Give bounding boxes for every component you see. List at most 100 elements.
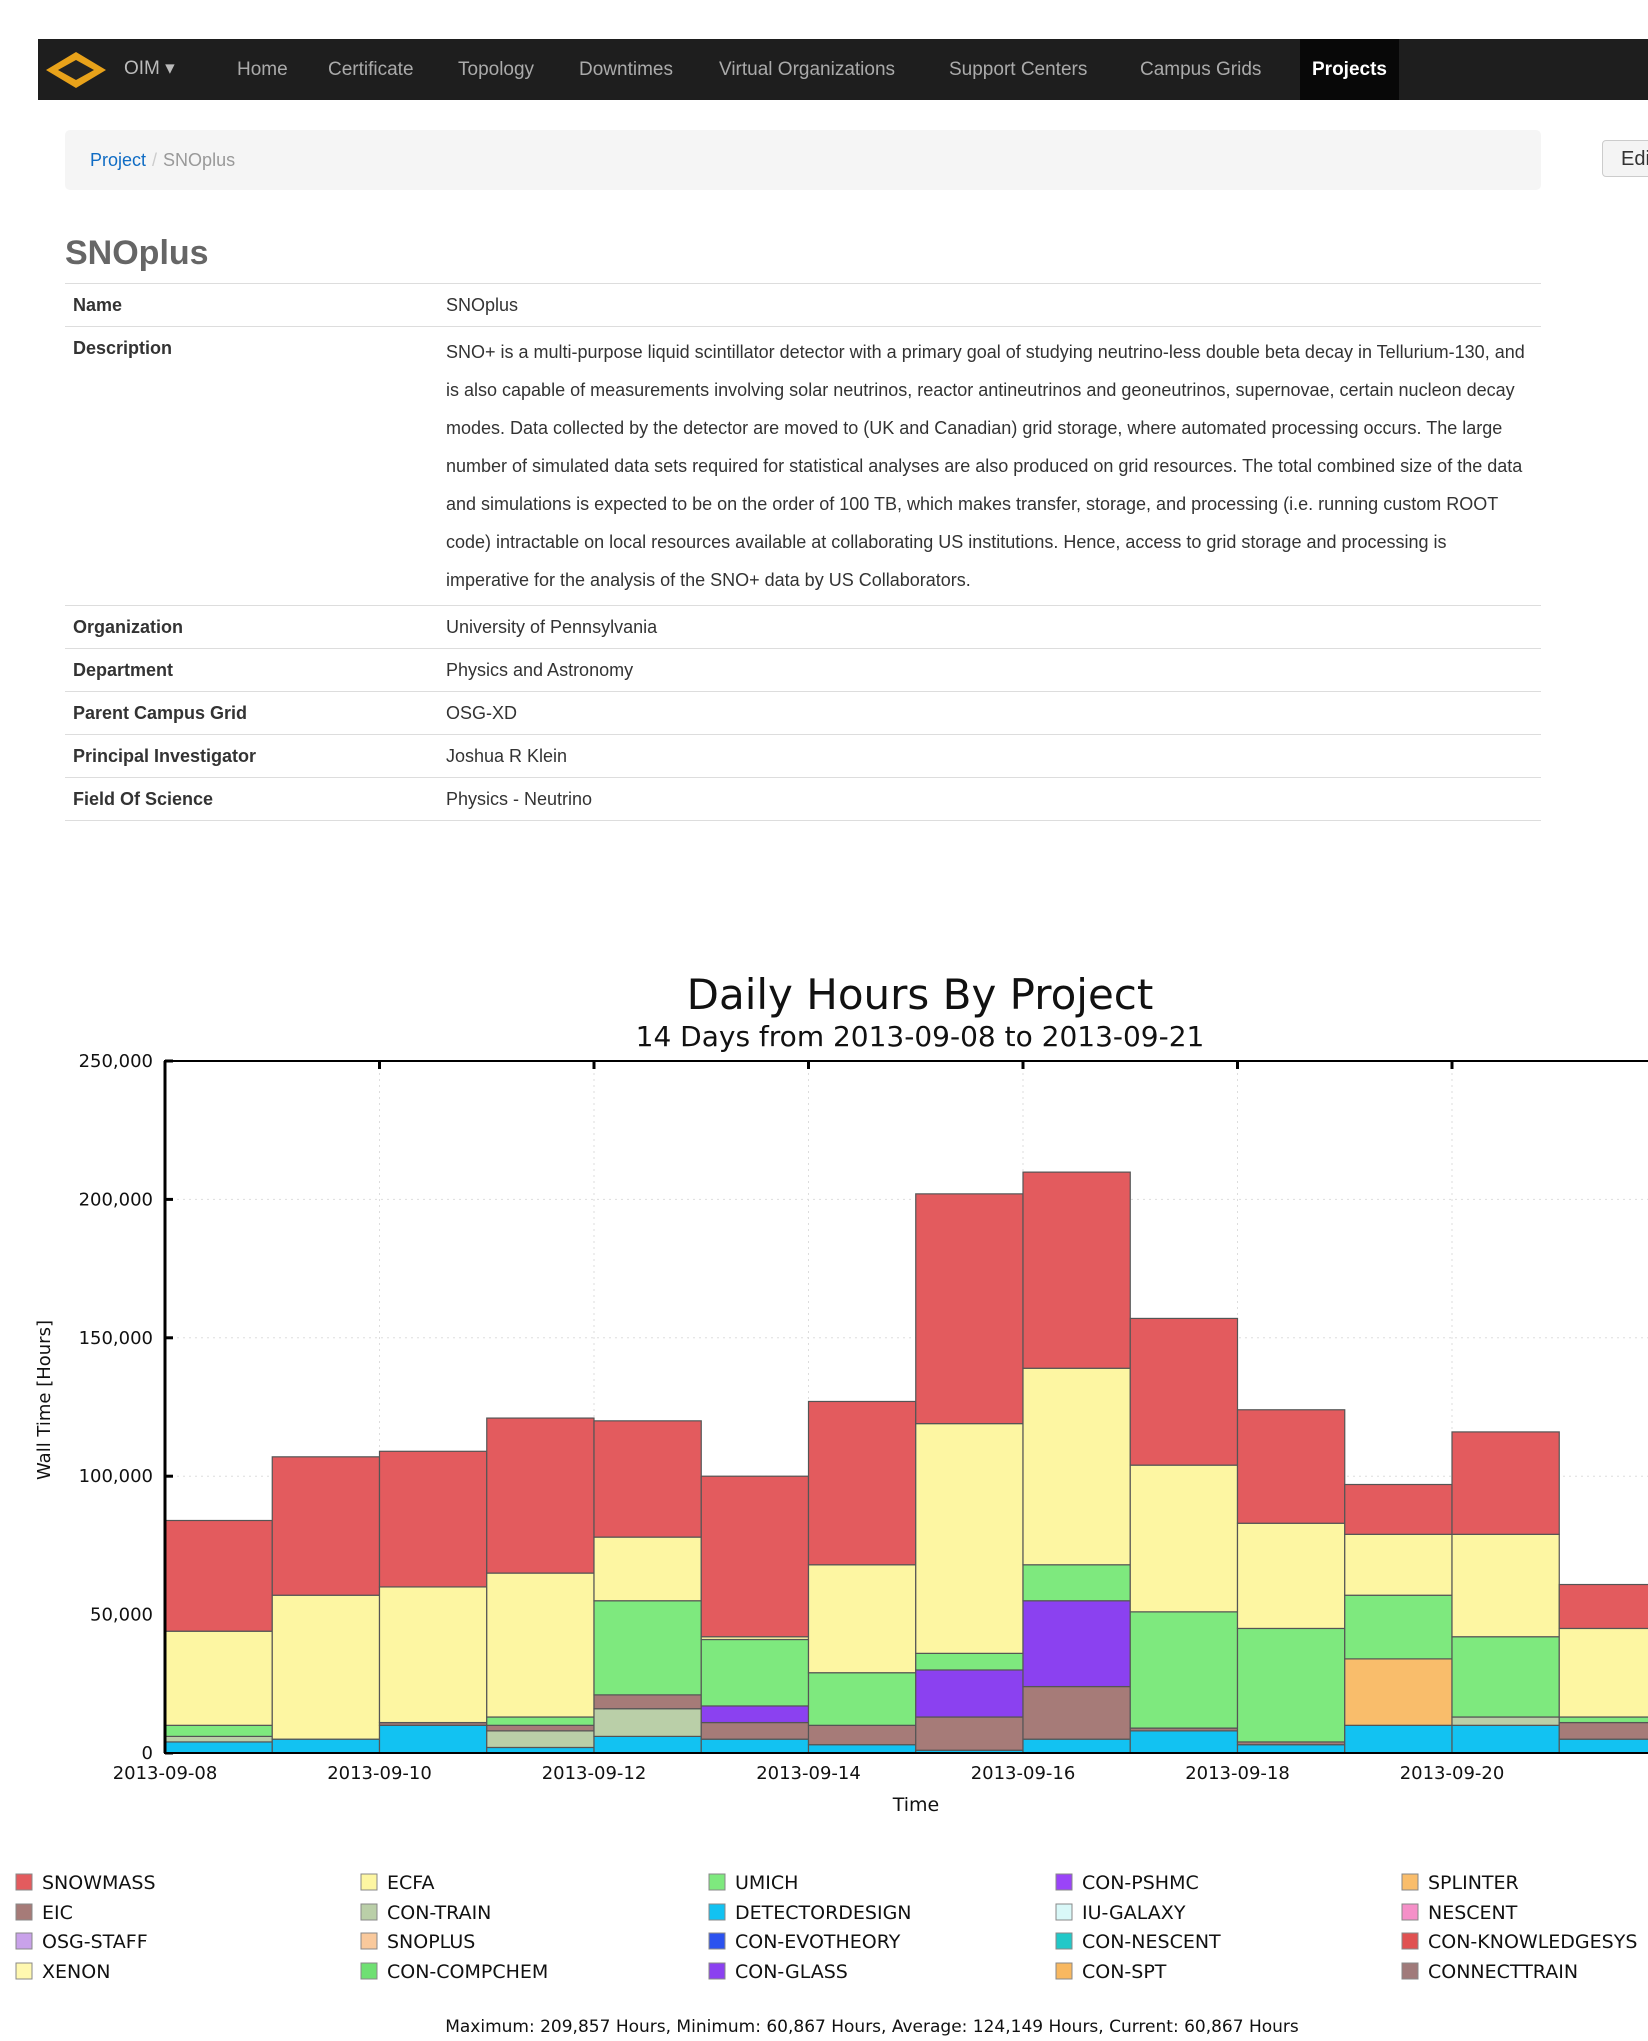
bar-segment bbox=[807, 1744, 917, 1754]
legend-swatch bbox=[360, 1932, 378, 1950]
nav-item[interactable]: Campus Grids bbox=[1140, 59, 1262, 80]
bar-segment bbox=[271, 1738, 381, 1754]
y-tick-label: 50,000 bbox=[90, 1605, 153, 1626]
nav-item[interactable]: Topology bbox=[458, 59, 535, 80]
legend-label: CON-KNOWLEDGESYS bbox=[1428, 1931, 1637, 1953]
legend-label: DETECTORDESIGN bbox=[735, 1902, 912, 1924]
bar-segment bbox=[1558, 1716, 1648, 1724]
legend-swatch bbox=[708, 1932, 726, 1950]
legend-label: ECFA bbox=[387, 1872, 434, 1894]
x-tick-label: 2013-09-14 bbox=[756, 1763, 861, 1784]
x-axis-label: Time bbox=[892, 1794, 940, 1816]
x-tick-label: 2013-09-16 bbox=[971, 1763, 1076, 1784]
bar-segment bbox=[700, 1638, 810, 1707]
field-label: Parent Campus Grid bbox=[65, 691, 438, 735]
legend-swatch bbox=[708, 1962, 726, 1980]
bar-segment bbox=[1451, 1431, 1560, 1535]
legend-label: IU-GALAXY bbox=[1082, 1902, 1186, 1924]
bar-segment bbox=[1558, 1738, 1648, 1754]
bar-segment bbox=[1236, 1522, 1346, 1630]
table-row: Parent Campus Grid OSG-XD bbox=[65, 691, 1541, 735]
bar-segment bbox=[700, 1705, 810, 1724]
bar-segment bbox=[915, 1193, 1024, 1425]
bar-segment bbox=[1129, 1464, 1239, 1613]
legend-label: CON-EVOTHEORY bbox=[735, 1931, 901, 1953]
bar-segment bbox=[378, 1586, 488, 1724]
bar-segment bbox=[915, 1423, 1024, 1654]
field-value: Physics - Neutrino bbox=[438, 777, 1541, 821]
bar-segment bbox=[700, 1738, 810, 1754]
field-label: Description bbox=[65, 326, 438, 606]
navbar: OIM ▾ Home Certificate Topology Downtimes Vi… bbox=[38, 39, 1648, 100]
bar-segment bbox=[486, 1730, 595, 1749]
bar-segment bbox=[1344, 1594, 1453, 1660]
bar-segment bbox=[164, 1724, 273, 1737]
legend-swatch bbox=[1401, 1962, 1419, 1980]
brand-menu[interactable]: OIM ▾ bbox=[124, 58, 175, 79]
field-value: SNO+ is a multi-purpose liquid scintilla… bbox=[438, 326, 1541, 606]
chart-title: Daily Hours By Project bbox=[687, 970, 1154, 1019]
nav-item[interactable]: Certificate bbox=[328, 59, 414, 80]
legend-swatch bbox=[1401, 1903, 1419, 1921]
table-row: Name SNOplus bbox=[65, 283, 1541, 327]
bar-segment bbox=[915, 1716, 1024, 1751]
x-tick-label: 2013-09-08 bbox=[113, 1763, 218, 1784]
field-value: OSG-XD bbox=[438, 691, 1541, 735]
legend-label: OSG-STAFF bbox=[42, 1931, 148, 1953]
bar-segment bbox=[164, 1741, 273, 1754]
brand: OIM bbox=[124, 58, 160, 79]
breadcrumb-link[interactable]: Project bbox=[90, 150, 147, 170]
x-tick-label: 2013-09-20 bbox=[1400, 1763, 1505, 1784]
y-tick-label: 150,000 bbox=[79, 1328, 153, 1349]
legend-label: CON-PSHMC bbox=[1082, 1872, 1199, 1894]
bar-segment bbox=[1129, 1611, 1239, 1729]
bar-segment bbox=[1022, 1367, 1131, 1566]
bar-segment bbox=[593, 1600, 702, 1696]
bar-segment bbox=[164, 1630, 273, 1726]
legend-label: SNOWMASS bbox=[42, 1872, 156, 1894]
field-value: SNOplus bbox=[438, 283, 1541, 327]
bar-segment bbox=[1236, 1409, 1346, 1524]
legend-swatch bbox=[15, 1873, 33, 1891]
legend-label: CON-TRAIN bbox=[387, 1902, 491, 1924]
x-tick-label: 2013-09-12 bbox=[542, 1763, 647, 1784]
bar-segment bbox=[915, 1652, 1024, 1671]
legend-label: CON-NESCENT bbox=[1082, 1931, 1221, 1953]
legend-label: SPLINTER bbox=[1428, 1872, 1519, 1894]
table-row: Field Of Science Physics - Neutrino bbox=[65, 777, 1541, 821]
bar-segment bbox=[593, 1694, 702, 1710]
nav-item[interactable]: Projects bbox=[1300, 39, 1399, 100]
chart-subtitle: 14 Days from 2013-09-08 to 2013-09-21 bbox=[636, 1020, 1205, 1053]
bar-segment bbox=[486, 1724, 595, 1732]
bar-segment bbox=[1022, 1600, 1131, 1688]
nav-item[interactable]: Downtimes bbox=[579, 59, 673, 80]
bar-segment bbox=[1558, 1721, 1648, 1740]
logo[interactable] bbox=[44, 49, 108, 91]
details-table: Name SNOplus Description SNO+ is a multi-pu… bbox=[65, 283, 1541, 821]
legend-swatch bbox=[15, 1932, 33, 1950]
x-tick-label: 2013-09-10 bbox=[327, 1763, 432, 1784]
bar-segment bbox=[1451, 1533, 1560, 1638]
nav-item[interactable]: Support Centers bbox=[949, 59, 1088, 80]
legend-label: SNOPLUS bbox=[387, 1931, 475, 1953]
bar-segment bbox=[486, 1572, 595, 1718]
x-tick-label: 2013-09-18 bbox=[1185, 1763, 1290, 1784]
bar-segment bbox=[807, 1724, 917, 1746]
field-label: Department bbox=[65, 648, 438, 692]
bar-segment bbox=[1451, 1636, 1560, 1718]
nav-item[interactable]: Virtual Organizations bbox=[719, 59, 896, 80]
legend-label: UMICH bbox=[735, 1872, 798, 1894]
bar-segment bbox=[1022, 1564, 1131, 1602]
edit-button[interactable]: Edit bbox=[1602, 140, 1648, 177]
bar-segment bbox=[807, 1400, 917, 1566]
legend-swatch bbox=[1055, 1962, 1073, 1980]
nav-item[interactable]: Home bbox=[237, 59, 288, 80]
bar-segment bbox=[164, 1519, 273, 1632]
bar-segment bbox=[1344, 1724, 1453, 1754]
field-label: Principal Investigator bbox=[65, 734, 438, 778]
legend-swatch bbox=[1055, 1903, 1073, 1921]
chart-summary: Maximum: 209,857 Hours, Minimum: 60,867 … bbox=[445, 2017, 1299, 2037]
field-value: Physics and Astronomy bbox=[438, 648, 1541, 692]
